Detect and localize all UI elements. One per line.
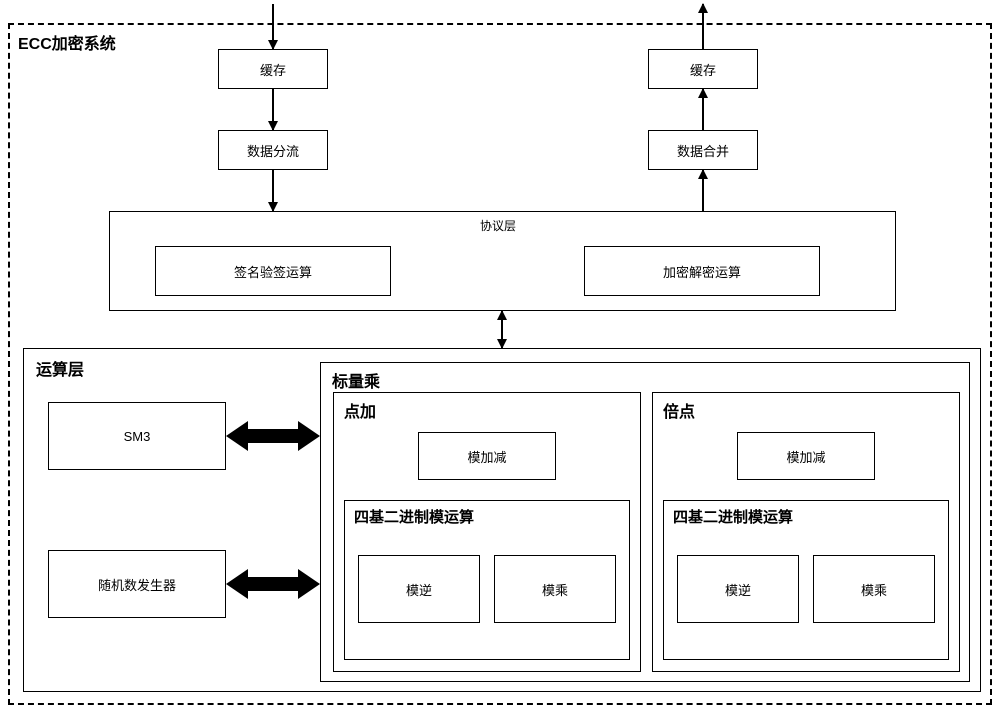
rng-box: 随机数发生器 bbox=[48, 550, 226, 618]
compute-layer-title: 运算层 bbox=[36, 356, 84, 380]
pd-modinv-box: 模逆 bbox=[677, 555, 799, 623]
cache-out-box: 缓存 bbox=[648, 49, 758, 89]
point-double-title: 倍点 bbox=[663, 398, 695, 422]
data-split-label: 数据分流 bbox=[247, 141, 299, 160]
pa-modmul-box: 模乘 bbox=[494, 555, 616, 623]
pa-modaddsub-label: 模加减 bbox=[467, 447, 506, 466]
pa-modinv-box: 模逆 bbox=[358, 555, 480, 623]
ecc-system-title: ECC加密系统 bbox=[18, 30, 116, 54]
scalar-mult-title: 标量乘 bbox=[332, 368, 380, 392]
pa-modmul-label: 模乘 bbox=[542, 580, 568, 599]
point-add-title: 点加 bbox=[344, 398, 376, 422]
sm3-box: SM3 bbox=[48, 402, 226, 470]
data-merge-box: 数据合并 bbox=[648, 130, 758, 170]
pd-modaddsub-box: 模加减 bbox=[737, 432, 875, 480]
encrypt-decrypt-box: 加密解密运算 bbox=[584, 246, 820, 296]
cache-in-box: 缓存 bbox=[218, 49, 328, 89]
data-split-box: 数据分流 bbox=[218, 130, 328, 170]
sm3-label: SM3 bbox=[124, 429, 151, 444]
pd-modaddsub-label: 模加减 bbox=[786, 447, 825, 466]
protocol-layer-title: 协议层 bbox=[480, 217, 516, 234]
cache-in-label: 缓存 bbox=[260, 60, 286, 79]
pd-quad-title: 四基二进制模运算 bbox=[673, 506, 793, 527]
pa-quad-title: 四基二进制模运算 bbox=[354, 506, 474, 527]
cache-out-label: 缓存 bbox=[690, 60, 716, 79]
sign-verify-box: 签名验签运算 bbox=[155, 246, 391, 296]
pd-modmul-label: 模乘 bbox=[861, 580, 887, 599]
diagram-canvas: ECC加密系统 缓存 数据分流 缓存 数据合并 协议层 签名验签运算 加密解密运… bbox=[0, 0, 1000, 712]
pa-modaddsub-box: 模加减 bbox=[418, 432, 556, 480]
data-merge-label: 数据合并 bbox=[677, 141, 729, 160]
pd-modmul-box: 模乘 bbox=[813, 555, 935, 623]
encrypt-decrypt-label: 加密解密运算 bbox=[663, 262, 741, 281]
pd-modinv-label: 模逆 bbox=[725, 580, 751, 599]
sign-verify-label: 签名验签运算 bbox=[234, 262, 312, 281]
rng-label: 随机数发生器 bbox=[98, 575, 176, 594]
pa-modinv-label: 模逆 bbox=[406, 580, 432, 599]
